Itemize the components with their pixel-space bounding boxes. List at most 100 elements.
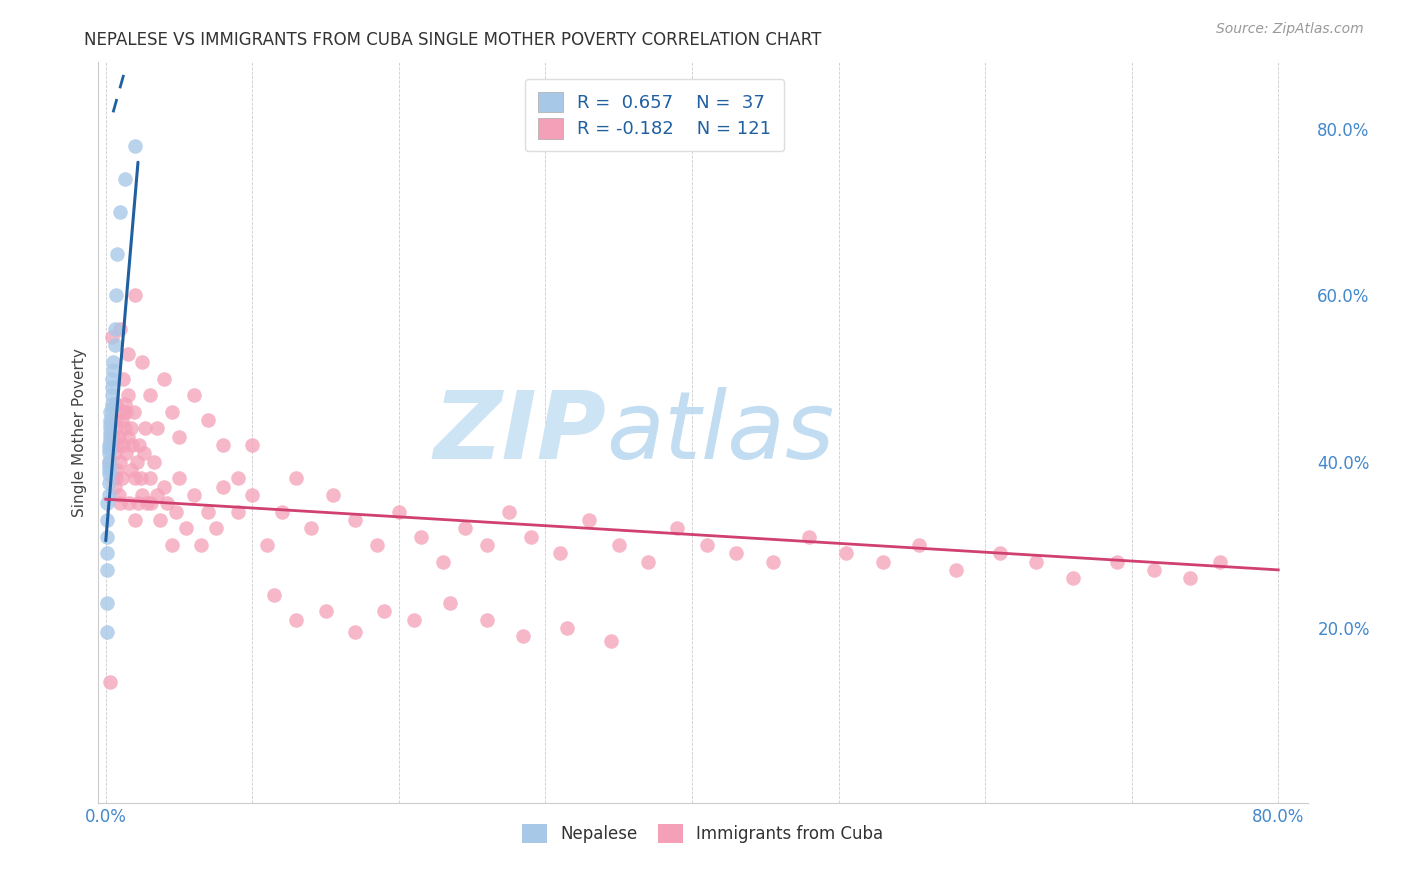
Point — [409, 530, 432, 544]
Point — [153, 480, 176, 494]
Point — [97, 455, 120, 469]
Point — [285, 613, 308, 627]
Point — [343, 625, 366, 640]
Point — [124, 138, 146, 153]
Point — [98, 421, 121, 435]
Point — [97, 455, 120, 469]
Point — [548, 546, 571, 560]
Text: Source: ZipAtlas.com: Source: ZipAtlas.com — [1216, 22, 1364, 37]
Point — [128, 438, 150, 452]
Point — [146, 421, 169, 435]
Point — [107, 438, 129, 452]
Text: ZIP: ZIP — [433, 386, 606, 479]
Point — [475, 538, 498, 552]
Point — [165, 505, 187, 519]
Point — [724, 546, 747, 560]
Point — [1105, 555, 1128, 569]
Point — [100, 438, 122, 452]
Point — [1180, 571, 1202, 585]
Point — [103, 321, 125, 335]
Point — [366, 538, 388, 552]
Point — [143, 455, 166, 469]
Point — [373, 605, 395, 619]
Point — [557, 621, 579, 635]
Point — [101, 430, 124, 444]
Point — [111, 471, 134, 485]
Point — [97, 446, 120, 460]
Point — [98, 675, 121, 690]
Point — [105, 421, 128, 435]
Point — [112, 371, 135, 385]
Point — [1062, 571, 1084, 585]
Point — [799, 530, 821, 544]
Point — [138, 471, 160, 485]
Point — [98, 434, 121, 448]
Point — [1208, 555, 1230, 569]
Point — [343, 513, 366, 527]
Point — [107, 246, 129, 260]
Point — [117, 346, 139, 360]
Point — [190, 538, 212, 552]
Point — [512, 629, 534, 643]
Point — [96, 563, 118, 577]
Point — [97, 442, 120, 457]
Point — [240, 488, 263, 502]
Point — [97, 475, 120, 490]
Point — [132, 446, 155, 460]
Point — [100, 396, 122, 410]
Point — [322, 488, 344, 502]
Point — [578, 513, 600, 527]
Point — [149, 513, 172, 527]
Point — [110, 205, 132, 219]
Point — [762, 555, 785, 569]
Point — [176, 521, 198, 535]
Point — [197, 413, 219, 427]
Point — [125, 455, 148, 469]
Point — [98, 430, 121, 444]
Point — [98, 413, 121, 427]
Point — [256, 538, 278, 552]
Point — [138, 388, 160, 402]
Point — [156, 496, 179, 510]
Point — [103, 338, 125, 352]
Point — [118, 496, 141, 510]
Point — [101, 355, 124, 369]
Point — [167, 471, 190, 485]
Point — [696, 538, 718, 552]
Point — [96, 546, 118, 560]
Point — [498, 505, 520, 519]
Point — [105, 288, 128, 302]
Point — [908, 538, 931, 552]
Point — [103, 446, 125, 460]
Point — [103, 413, 125, 427]
Point — [263, 588, 285, 602]
Point — [1025, 555, 1047, 569]
Point — [183, 388, 205, 402]
Point — [131, 488, 153, 502]
Point — [105, 471, 128, 485]
Y-axis label: Single Mother Poverty: Single Mother Poverty — [72, 348, 87, 517]
Point — [97, 463, 120, 477]
Point — [97, 467, 120, 482]
Point — [100, 388, 122, 402]
Point — [110, 455, 132, 469]
Legend: Nepalese, Immigrants from Cuba: Nepalese, Immigrants from Cuba — [516, 817, 890, 850]
Point — [226, 471, 249, 485]
Point — [945, 563, 967, 577]
Point — [1143, 563, 1166, 577]
Point — [97, 438, 120, 452]
Point — [114, 396, 136, 410]
Text: NEPALESE VS IMMIGRANTS FROM CUBA SINGLE MOTHER POVERTY CORRELATION CHART: NEPALESE VS IMMIGRANTS FROM CUBA SINGLE … — [84, 31, 821, 49]
Point — [108, 488, 131, 502]
Point — [183, 488, 205, 502]
Point — [101, 471, 124, 485]
Point — [197, 505, 219, 519]
Point — [600, 633, 623, 648]
Point — [96, 530, 118, 544]
Point — [226, 505, 249, 519]
Point — [121, 438, 143, 452]
Point — [124, 513, 146, 527]
Point — [204, 521, 226, 535]
Point — [315, 605, 337, 619]
Point — [96, 496, 118, 510]
